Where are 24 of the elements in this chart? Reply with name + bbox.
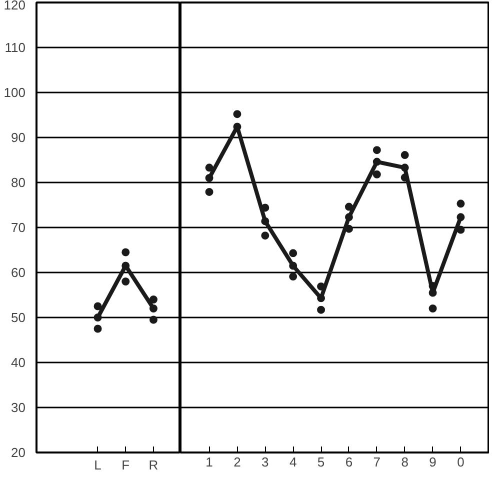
x-tick-label: F — [122, 458, 130, 472]
x-tick-label: 0 — [457, 454, 464, 470]
y-tick-label: 90 — [11, 130, 26, 145]
y-tick-label: 20 — [11, 445, 26, 460]
y-tick-label: 60 — [11, 265, 26, 280]
y-tick-label: 120 — [4, 0, 26, 12]
x-tick-label: 7 — [373, 454, 381, 470]
y-tick-label: 50 — [11, 310, 26, 325]
x-tick-label: 6 — [345, 454, 353, 470]
x-tick-label: 3 — [262, 454, 269, 470]
x-tick-label: L — [94, 458, 102, 472]
x-tick-label: 5 — [317, 454, 325, 470]
x-tick-label: 2 — [234, 454, 241, 470]
y-tick-label: 110 — [4, 40, 26, 55]
x-tick-label: 8 — [401, 454, 408, 470]
y-tick-label: 100 — [4, 85, 26, 100]
x-tick-label: R — [148, 458, 158, 472]
x-tick-label: 9 — [429, 454, 436, 470]
y-tick-label: 80 — [11, 175, 26, 190]
y-tick-label: 30 — [11, 400, 26, 415]
y-tick-label: 70 — [11, 220, 26, 235]
x-tick-label: 4 — [289, 454, 297, 470]
y-tick-label: 40 — [11, 355, 26, 370]
x-tick-label: 1 — [206, 454, 213, 470]
